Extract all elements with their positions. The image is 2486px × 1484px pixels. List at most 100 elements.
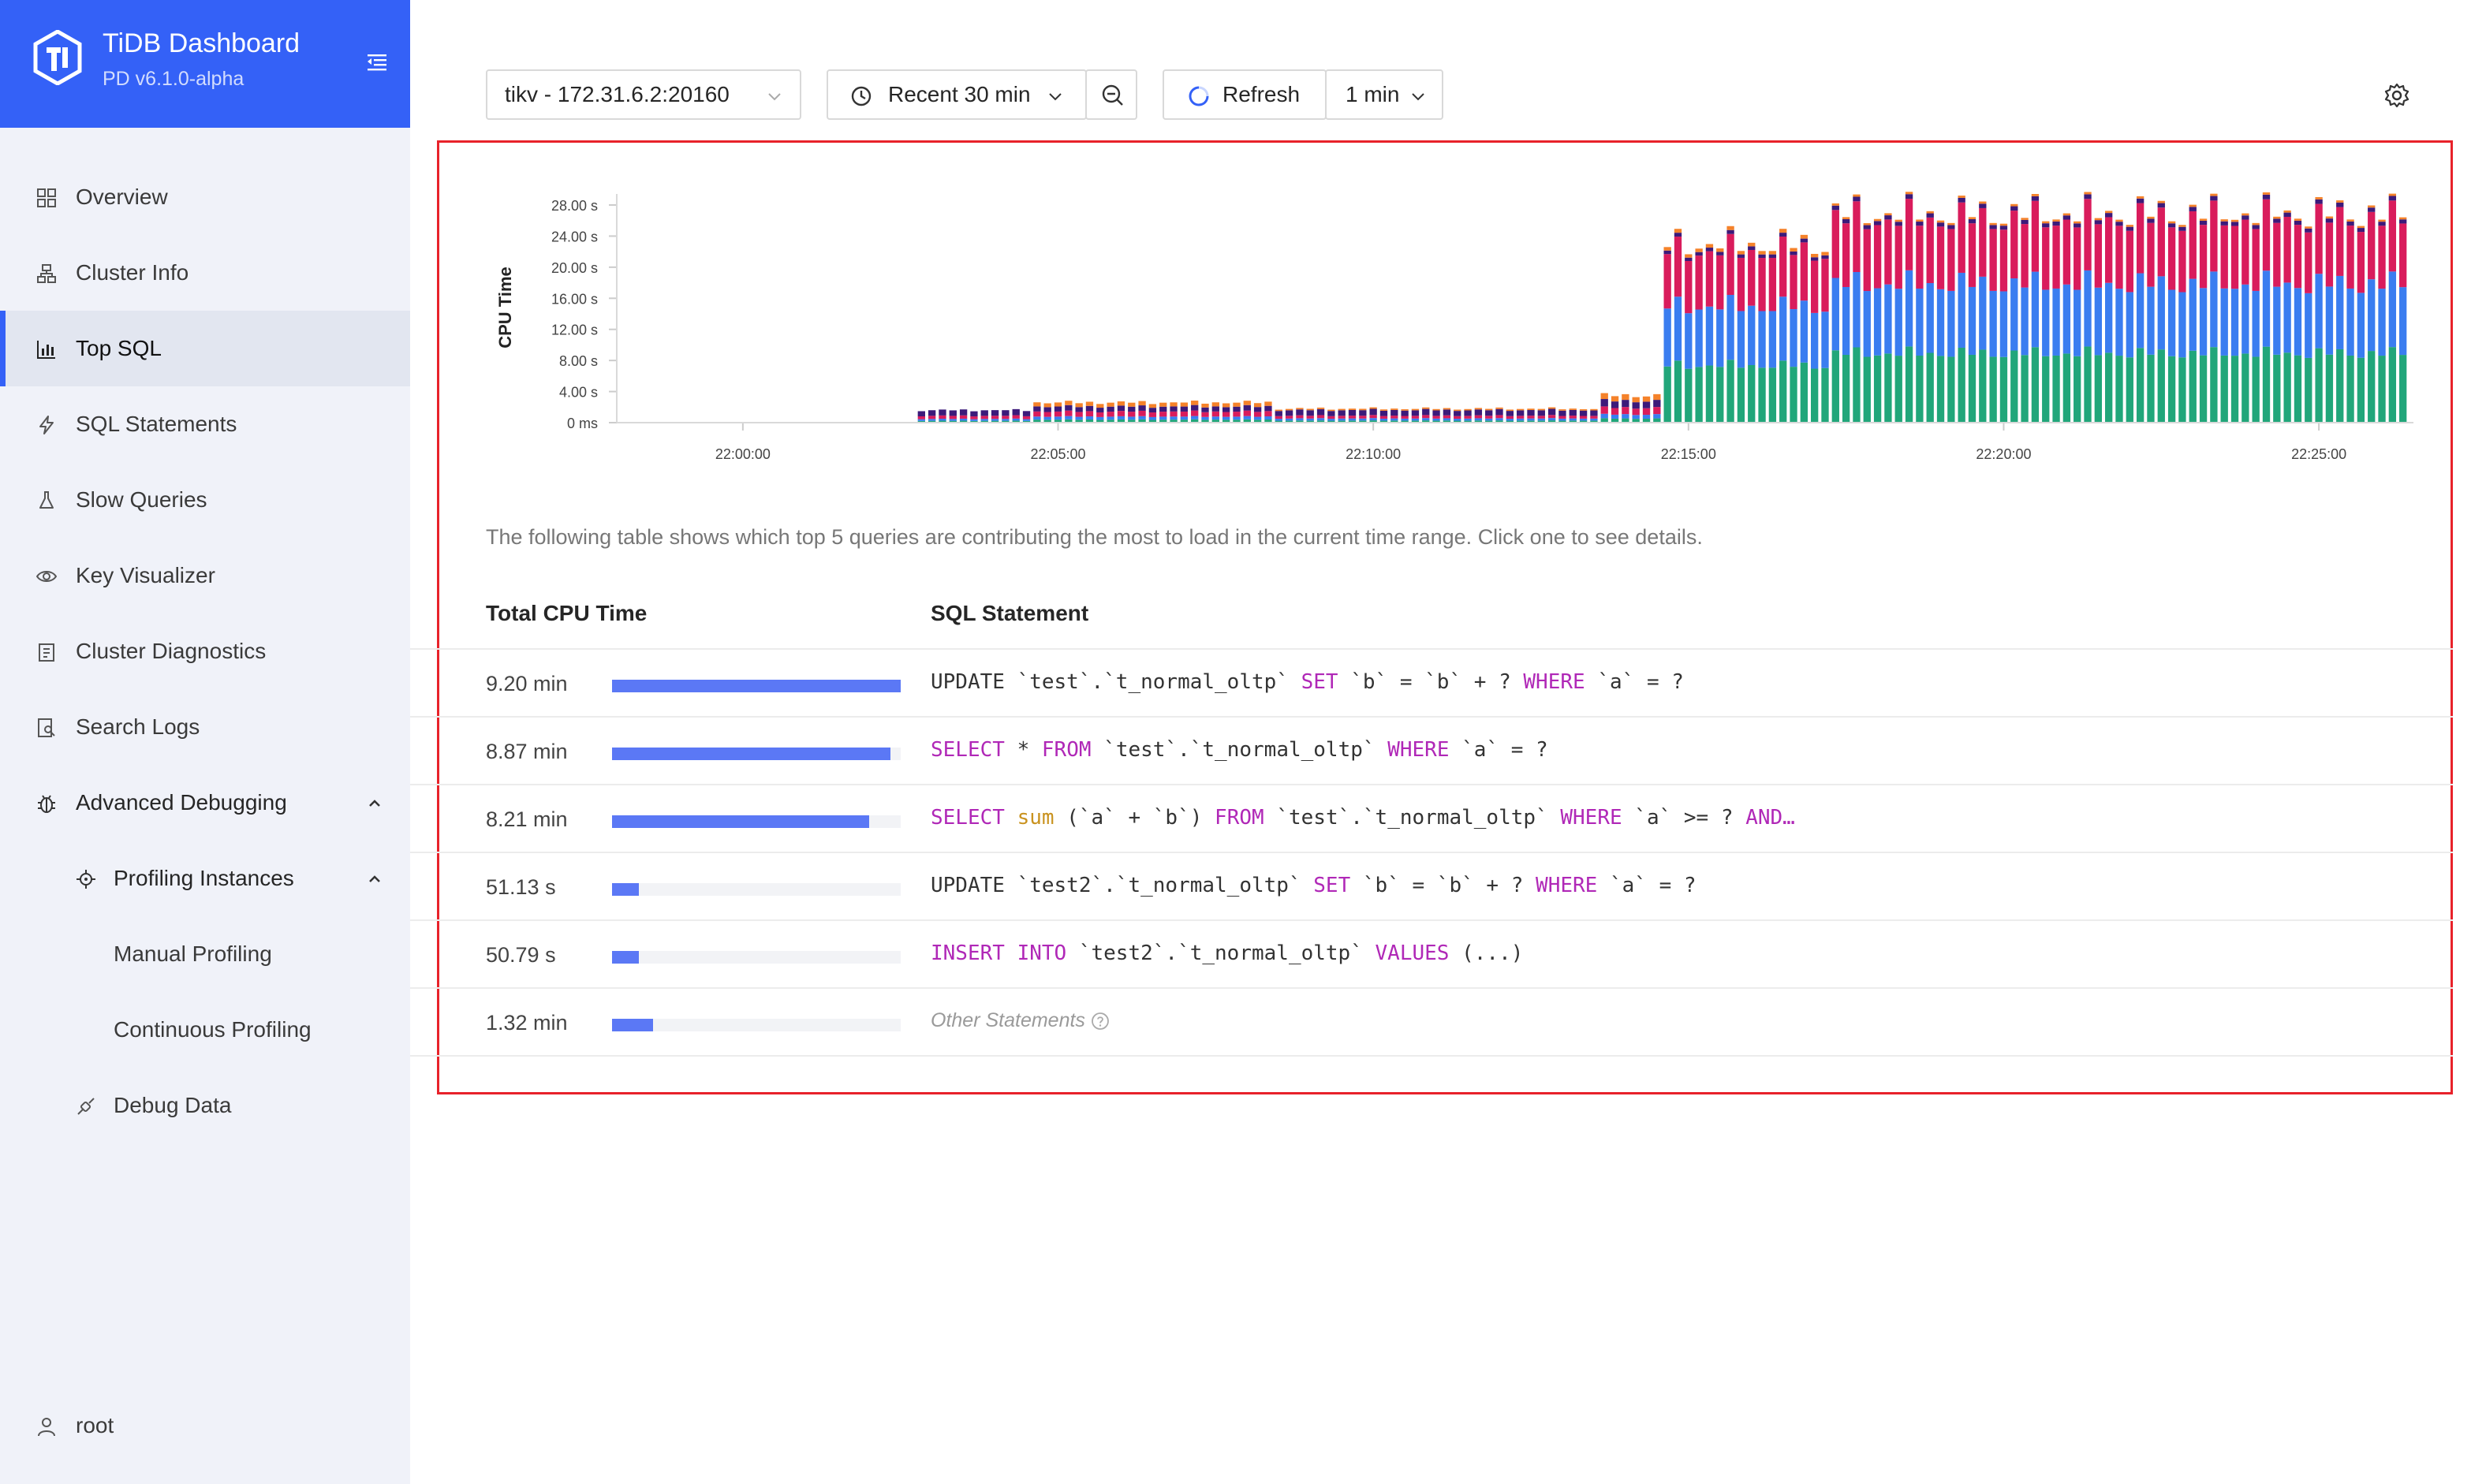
chart-bar-segment[interactable]: [1947, 222, 1955, 226]
chart-bar-segment[interactable]: [1128, 416, 1136, 420]
chart-bar-segment[interactable]: [1926, 211, 1934, 214]
chart-bar-segment[interactable]: [2378, 289, 2386, 356]
chart-bar-segment[interactable]: [1065, 405, 1073, 411]
chart-bar-segment[interactable]: [2021, 287, 2029, 356]
chart-bar-segment[interactable]: [1958, 347, 1965, 423]
refresh-button[interactable]: Refresh: [1163, 69, 1327, 120]
chart-bar-segment[interactable]: [1285, 420, 1293, 423]
chart-bar-segment[interactable]: [1674, 233, 1682, 237]
chart-bar-segment[interactable]: [2399, 355, 2407, 423]
chart-bar-segment[interactable]: [1947, 225, 1955, 229]
chart-bar-segment[interactable]: [2273, 222, 2281, 287]
chart-bar-segment[interactable]: [1936, 222, 1945, 227]
chart-bar-segment[interactable]: [1622, 418, 1629, 423]
chart-bar-segment[interactable]: [1138, 401, 1146, 406]
chart-bar-segment[interactable]: [2105, 211, 2113, 214]
chart-bar-segment[interactable]: [1979, 203, 1987, 208]
chart-bar-segment[interactable]: [1495, 408, 1503, 416]
chart-bar-segment[interactable]: [1632, 397, 1640, 403]
chart-bar-segment[interactable]: [2021, 219, 2029, 225]
chart-bar-segment[interactable]: [1622, 407, 1629, 415]
chart-bar-segment[interactable]: [2126, 225, 2133, 227]
chart-bar-segment[interactable]: [2378, 219, 2386, 222]
chart-bar-segment[interactable]: [1327, 419, 1335, 421]
chart-bar-segment[interactable]: [1916, 219, 1924, 222]
chart-bar-segment[interactable]: [2357, 226, 2365, 229]
table-row[interactable]: 50.79 s INSERT INTO `test2`.`t_normal_ol…: [410, 921, 2450, 989]
chart-bar-segment[interactable]: [1148, 412, 1157, 417]
chart-bar-segment[interactable]: [1768, 311, 1777, 368]
chart-bar-segment[interactable]: [1947, 229, 1955, 291]
chart-bar-segment[interactable]: [2388, 347, 2397, 423]
chart-bar-segment[interactable]: [1201, 416, 1209, 420]
chart-bar-segment[interactable]: [1611, 396, 1619, 402]
chart-bar-segment[interactable]: [1369, 418, 1377, 421]
chart-bar-segment[interactable]: [1096, 408, 1104, 412]
chart-bar-segment[interactable]: [1979, 349, 1987, 423]
chart-bar-segment[interactable]: [1285, 418, 1293, 421]
chart-bar-segment[interactable]: [2305, 357, 2312, 423]
chart-bar-segment[interactable]: [1474, 420, 1483, 423]
chart-bar-segment[interactable]: [1527, 416, 1535, 419]
chart-bar-segment[interactable]: [1233, 412, 1241, 417]
chart-bar-segment[interactable]: [2010, 206, 2018, 211]
chart-bar-segment[interactable]: [1537, 420, 1545, 423]
chart-bar-segment[interactable]: [2315, 274, 2323, 349]
chart-bar-segment[interactable]: [1422, 407, 1430, 409]
chart-bar-segment[interactable]: [1894, 356, 1902, 423]
sidebar-item-continuous-profiling[interactable]: Continuous Profiling: [0, 992, 410, 1068]
chart-bar-segment[interactable]: [1506, 416, 1514, 419]
chart-bar-segment[interactable]: [1958, 272, 1965, 348]
chart-bar-segment[interactable]: [2136, 203, 2144, 274]
chart-bar-segment[interactable]: [1916, 226, 1924, 289]
chart-bar-segment[interactable]: [1201, 412, 1209, 417]
chart-bar-segment[interactable]: [2325, 222, 2334, 287]
chart-bar-segment[interactable]: [1264, 411, 1272, 417]
chart-bar-segment[interactable]: [1611, 401, 1619, 408]
chart-bar-segment[interactable]: [1989, 225, 1997, 229]
chart-bar-segment[interactable]: [1695, 252, 1703, 256]
chart-bar-segment[interactable]: [1253, 407, 1262, 412]
chart-bar-segment[interactable]: [1947, 290, 1955, 357]
sidebar-item-search-logs[interactable]: Search Logs: [0, 689, 410, 765]
chart-bar-segment[interactable]: [970, 416, 978, 419]
chart-bar-segment[interactable]: [2346, 219, 2354, 222]
chart-bar-segment[interactable]: [1726, 233, 1734, 295]
chart-bar-segment[interactable]: [1474, 408, 1483, 410]
chart-bar-segment[interactable]: [1107, 419, 1114, 423]
chart-bar-segment[interactable]: [1811, 368, 1819, 423]
chart-bar-segment[interactable]: [1379, 409, 1388, 411]
chart-bar-segment[interactable]: [1622, 393, 1629, 401]
chart-bar-segment[interactable]: [1033, 411, 1041, 417]
chart-bar-segment[interactable]: [959, 420, 968, 423]
chart-bar-segment[interactable]: [1012, 408, 1020, 416]
chart-bar-segment[interactable]: [1590, 408, 1598, 411]
chart-bar-segment[interactable]: [1800, 362, 1809, 423]
chart-bar-segment[interactable]: [1506, 420, 1514, 423]
chart-bar-segment[interactable]: [1338, 420, 1346, 423]
chevron-up-icon[interactable]: [364, 793, 385, 814]
chart-bar-segment[interactable]: [1022, 416, 1031, 419]
chart-bar-segment[interactable]: [1474, 415, 1483, 419]
chart-bar-segment[interactable]: [1117, 405, 1125, 412]
chart-bar-segment[interactable]: [1107, 416, 1114, 420]
chart-bar-segment[interactable]: [1936, 220, 1945, 223]
chart-bar-segment[interactable]: [1779, 360, 1787, 423]
chart-bar-segment[interactable]: [991, 416, 999, 419]
chart-bar-segment[interactable]: [1506, 409, 1514, 412]
chart-bar-segment[interactable]: [2388, 193, 2397, 196]
chart-bar-segment[interactable]: [2336, 275, 2344, 349]
chart-bar-segment[interactable]: [2230, 226, 2239, 289]
chart-bar-segment[interactable]: [1096, 412, 1104, 417]
chart-bar-segment[interactable]: [1306, 410, 1314, 416]
chart-bar-segment[interactable]: [2368, 211, 2376, 280]
chart-bar-segment[interactable]: [1191, 405, 1199, 411]
chart-bar-segment[interactable]: [1506, 411, 1514, 416]
chart-bar-segment[interactable]: [1369, 420, 1377, 423]
chart-bar-segment[interactable]: [1716, 367, 1724, 423]
chart-bar-segment[interactable]: [1485, 416, 1493, 419]
chart-bar-segment[interactable]: [2294, 288, 2302, 356]
chart-bar-segment[interactable]: [1632, 402, 1640, 409]
chart-bar-segment[interactable]: [1054, 411, 1062, 417]
chart-bar-segment[interactable]: [1779, 229, 1787, 233]
